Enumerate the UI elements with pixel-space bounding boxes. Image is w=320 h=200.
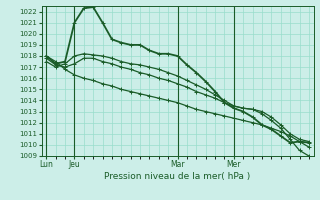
X-axis label: Pression niveau de la mer( hPa ): Pression niveau de la mer( hPa ) bbox=[104, 172, 251, 181]
